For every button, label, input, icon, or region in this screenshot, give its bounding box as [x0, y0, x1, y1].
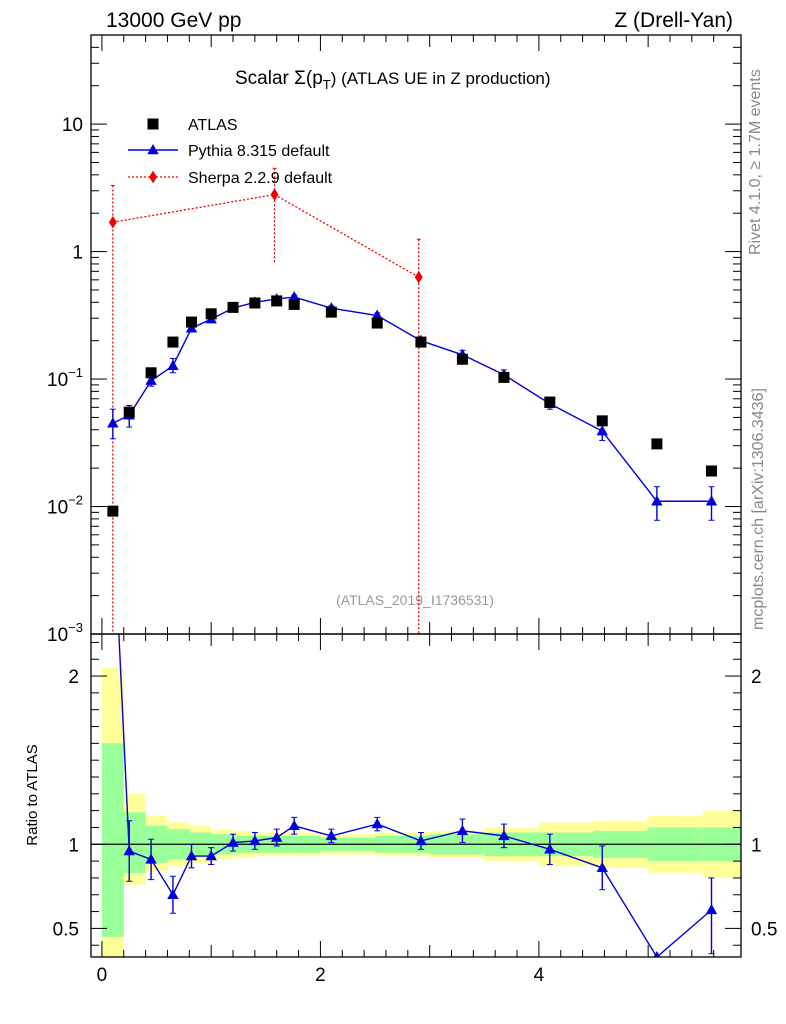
- x-tick-label: 4: [534, 965, 545, 986]
- pythia-line: [112, 296, 712, 502]
- atlas-data-point: [456, 353, 468, 365]
- legend-label: Pythia 8.315 default: [188, 143, 330, 160]
- pythia-point: [288, 291, 300, 302]
- ratio-pythia-point: [249, 834, 261, 846]
- ratio-y-tick-label-right: 1: [751, 835, 762, 856]
- analysis-watermark: (ATLAS_2019_I1736531): [336, 592, 494, 608]
- atlas-data-point: [145, 367, 157, 379]
- legend-sherpa-marker: [149, 170, 157, 184]
- main-y-tick-label-exponent: −3: [68, 620, 83, 635]
- header-energy-label: 13000 GeV pp: [106, 9, 241, 32]
- legend: ATLAS Pythia 8.315 default Sherpa 2.2.9 de…: [128, 117, 333, 187]
- atlas-data-point: [205, 308, 217, 320]
- chart-title: Scalar Σ(pT) (ATLAS UE in Z production): [235, 68, 551, 92]
- pythia-point: [651, 495, 663, 506]
- main-plot-marks: [107, 167, 718, 634]
- legend-atlas-marker: [147, 118, 159, 130]
- ratio-pythia-point: [145, 853, 157, 864]
- legend-label: ATLAS: [188, 117, 238, 134]
- ratio-y-tick-label-right: 2: [751, 667, 762, 688]
- sherpa-point: [108, 215, 117, 229]
- ratio-y-tick-label-left: 2: [68, 667, 79, 688]
- main-y-tick-label-base: 10: [47, 370, 68, 391]
- ratio-pythia-point: [705, 903, 718, 915]
- ratio-uncertainty-bands: [91, 667, 741, 957]
- mcplots-source-label: mcplots.cern.ch [arXiv:1306.3436]: [750, 388, 767, 630]
- legend-label: Sherpa 2.2.9 default: [188, 170, 333, 187]
- atlas-data-point: [415, 336, 427, 348]
- atlas-data-point: [249, 297, 261, 309]
- pythia-point: [167, 359, 179, 371]
- ratio-plot-frame: [90, 633, 742, 958]
- atlas-data-point: [167, 336, 179, 348]
- pythia-point: [596, 425, 608, 436]
- ratio-pythia-point: [371, 818, 383, 829]
- ratio-pythia-point: [544, 843, 556, 854]
- ratio-pythia-point: [205, 850, 217, 861]
- ratio-pythia-point: [167, 888, 179, 899]
- x-tick-label: 2: [315, 965, 326, 986]
- ratio-pythia-point: [415, 834, 427, 846]
- x-tick-label: 0: [97, 965, 108, 986]
- ratio-pythia-point: [325, 829, 338, 841]
- atlas-data-point: [271, 295, 283, 307]
- ratio-pythia-point: [596, 861, 608, 873]
- main-y-tick-label: 10−2: [47, 493, 83, 519]
- pythia-point: [107, 417, 119, 428]
- atlas-data-point: [186, 316, 198, 328]
- ratio-pythia-point: [227, 836, 239, 847]
- ratio-pythia-point: [498, 829, 510, 841]
- atlas-data-point: [651, 438, 663, 450]
- ratio-pythia-point: [123, 845, 135, 856]
- ratio-y-tick-label-right: 0.5: [751, 919, 777, 940]
- main-y-tick-label: 1: [72, 243, 83, 264]
- pythia-point: [371, 309, 383, 320]
- atlas-data-point: [498, 371, 510, 383]
- atlas-data-point: [544, 396, 556, 408]
- ratio-pythia-point: [271, 831, 283, 842]
- atlas-data-point: [325, 306, 337, 318]
- header-process-label: Z (Drell-Yan): [614, 9, 733, 32]
- ratio-band-green: [123, 812, 146, 873]
- chart-title-suffix: ) (ATLAS UE in Z production): [331, 69, 551, 88]
- ratio-axis-label: Ratio to ATLAS: [24, 744, 41, 845]
- sherpa-point: [270, 188, 279, 201]
- main-y-tick-label-base: 10: [47, 625, 68, 646]
- atlas-data-point: [706, 465, 718, 477]
- atlas-data-point: [596, 415, 608, 427]
- ratio-pythia-point: [653, 951, 661, 957]
- atlas-data-point: [107, 505, 119, 517]
- atlas-data-point: [227, 301, 239, 313]
- ratio-pythia-point: [185, 850, 198, 861]
- sherpa-point: [414, 270, 423, 284]
- chart-title-subscript: T: [323, 77, 331, 92]
- atlas-data-point: [123, 406, 135, 418]
- chart-title-prefix: Scalar Σ(p: [235, 68, 323, 89]
- ratio-band-green: [101, 743, 124, 937]
- main-y-tick-label-exponent: −2: [68, 493, 83, 508]
- main-y-tick-label: 10−3: [47, 620, 83, 646]
- ratio-pythia-line: [118, 634, 712, 957]
- ratio-y-tick-label-left: 1: [68, 835, 79, 856]
- ratio-y-tick-label-left: 0.5: [53, 919, 79, 940]
- main-y-tick-label-base: 10: [47, 498, 68, 519]
- ratio-plot-marks: [118, 634, 718, 957]
- main-y-tick-label: 10: [62, 115, 83, 136]
- main-y-tick-label-exponent: −1: [68, 365, 83, 380]
- main-y-tick-label: 10−1: [47, 365, 83, 391]
- ratio-pythia-point: [288, 819, 300, 830]
- atlas-data-point: [371, 317, 383, 329]
- pythia-point: [705, 495, 718, 506]
- ratio-pythia-point: [456, 824, 469, 836]
- atlas-data-point: [288, 298, 300, 310]
- pythia-point: [145, 374, 157, 385]
- sherpa-line: [112, 193, 420, 278]
- legend-pythia-marker: [147, 144, 159, 155]
- rivet-version-label: Rivet 4.1.0, ≥ 1.7M events: [747, 69, 764, 255]
